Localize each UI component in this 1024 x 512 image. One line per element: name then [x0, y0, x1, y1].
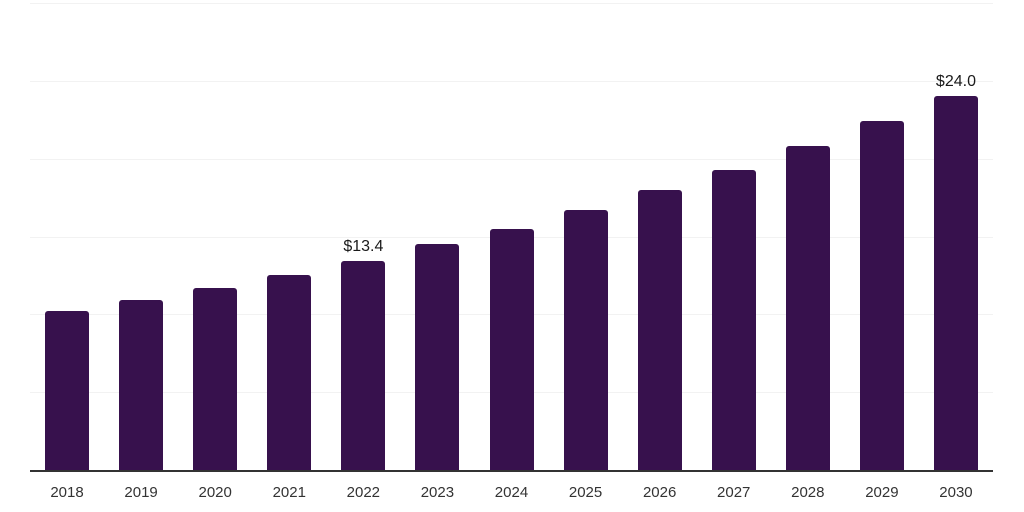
bar-value-label-2030: $24.0	[935, 73, 976, 91]
bar-value-label-2022: $13.4	[343, 238, 384, 256]
x-tick-label-2018: 2018	[50, 484, 84, 501]
bar-2025	[563, 210, 608, 470]
x-tick-label-2029: 2029	[865, 484, 899, 501]
x-tick-label-2027: 2027	[717, 484, 751, 501]
x-tick-label-2025: 2025	[568, 484, 603, 501]
x-axis-tick-labels: 2018 2019 2020 2021 2022 2023 2024 2025 2026 2027…	[30, 484, 993, 504]
x-tick-label-2024: 2024	[494, 484, 529, 501]
bar-2024	[489, 228, 534, 470]
gridline	[30, 80, 993, 82]
bar-2027	[711, 169, 756, 470]
x-tick-label-2028: 2028	[791, 484, 825, 501]
bar-2022	[341, 261, 386, 470]
bar-2018	[45, 311, 90, 470]
plot-area: $13.4 $24.0	[30, 3, 993, 472]
bar-2028	[785, 146, 830, 470]
bar-2029	[859, 121, 904, 470]
bar-2019	[119, 300, 164, 470]
gridline	[30, 158, 993, 160]
x-tick-label-2022: 2022	[346, 484, 381, 501]
x-tick-label-2021: 2021	[272, 484, 306, 501]
x-tick-label-2023: 2023	[420, 484, 455, 501]
x-tick-label-2020: 2020	[198, 484, 232, 501]
bar-2026	[637, 189, 682, 470]
x-tick-label-2026: 2026	[642, 484, 677, 501]
gridline	[30, 3, 993, 4]
bar-2023	[415, 244, 460, 470]
bar-2020	[193, 287, 238, 470]
bar-2030	[933, 96, 978, 470]
x-tick-label-2019: 2019	[124, 484, 158, 501]
bar-2021	[267, 275, 312, 470]
x-tick-label-2030: 2030	[939, 484, 973, 501]
